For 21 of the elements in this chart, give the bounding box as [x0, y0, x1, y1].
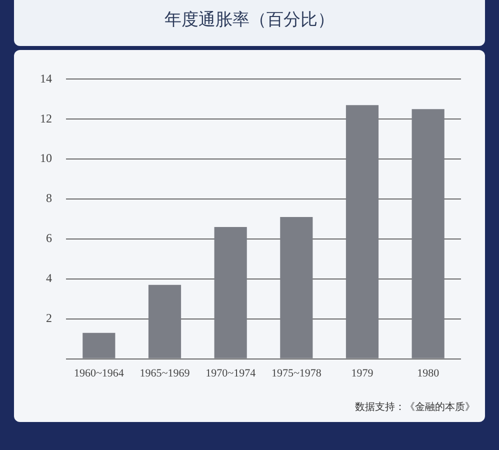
y-tick-label: 14 — [40, 71, 52, 86]
bar — [412, 109, 444, 358]
bar — [280, 217, 313, 358]
bar — [214, 226, 247, 358]
bar — [82, 332, 116, 358]
chart-title: 年度通胀率（百分比） — [14, 0, 485, 46]
x-tick-label: 1975~1978 — [271, 367, 322, 380]
y-tick-label: 8 — [46, 191, 52, 206]
x-tick-label: 1970~1974 — [206, 367, 256, 380]
x-tick-label: 1965~1969 — [140, 367, 190, 380]
x-tick-label: 1979 — [351, 367, 374, 380]
y-tick-label: 6 — [46, 231, 52, 246]
bar — [148, 284, 182, 358]
y-tick-label: 2 — [46, 311, 52, 326]
y-tick-label: 10 — [40, 151, 52, 166]
y-tick-label: 12 — [40, 111, 52, 126]
x-tick-label: 1960~1964 — [74, 367, 124, 380]
bar — [346, 105, 379, 358]
x-tick-label: 1980 — [417, 367, 440, 380]
text: 数据支持：《金融的本质》 — [355, 400, 475, 414]
y-tick-label: 4 — [46, 271, 52, 286]
